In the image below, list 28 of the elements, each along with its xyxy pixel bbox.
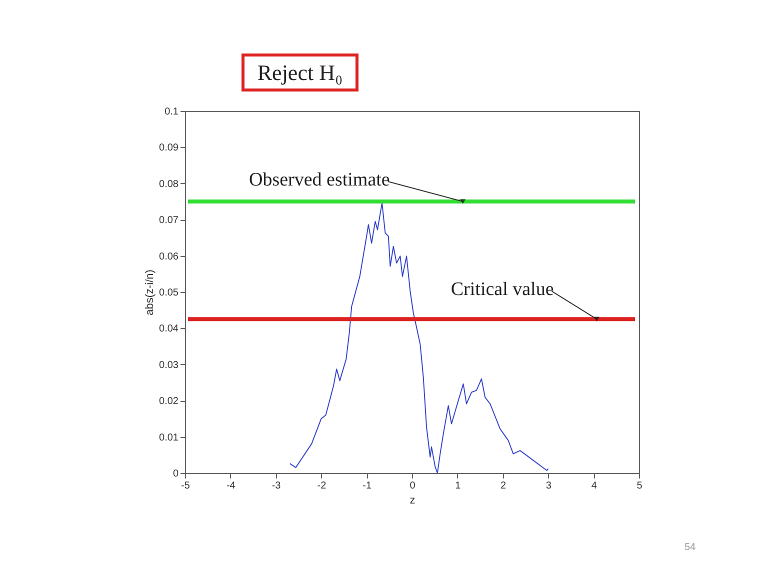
y-tick-label: 0.06 [159, 251, 179, 262]
x-tick-label: -2 [317, 480, 327, 492]
y-tick-label: 0.09 [159, 142, 179, 154]
y-tick-label: 0.04 [159, 324, 179, 335]
y-tick-label: 0.08 [159, 178, 179, 190]
x-tick-label: -4 [226, 480, 236, 492]
y-axis-title: abs(z-i/n) [144, 270, 156, 316]
y-tick-label: 0.03 [159, 360, 179, 371]
text: 54 [684, 542, 696, 553]
x-tick-label: 0 [410, 480, 416, 492]
y-tick-label: 0.1 [164, 106, 179, 118]
x-tick-label: -1 [362, 480, 372, 492]
x-tick-label: 3 [546, 480, 552, 492]
x-tick-label: 5 [636, 480, 643, 492]
y-tick-label: 0 [172, 468, 179, 480]
x-tick-label: 1 [455, 480, 462, 492]
y-tick-label: 0.02 [159, 396, 179, 408]
y-tick-label: 0.01 [159, 432, 179, 444]
x-tick-label: 4 [591, 480, 598, 492]
chart-title: Reject H₀ [257, 60, 343, 85]
ref-line-label: Observed estimate [248, 170, 390, 190]
x-tick-label: 2 [500, 480, 507, 492]
y-tick-label: 0.05 [159, 288, 179, 298]
y-tick-label: 0.07 [159, 215, 179, 226]
x-axis-title: z [410, 494, 416, 506]
ref-line-label: Critical value [450, 279, 554, 300]
x-tick-label: -3 [272, 480, 282, 492]
x-tick-label: -5 [181, 480, 190, 492]
